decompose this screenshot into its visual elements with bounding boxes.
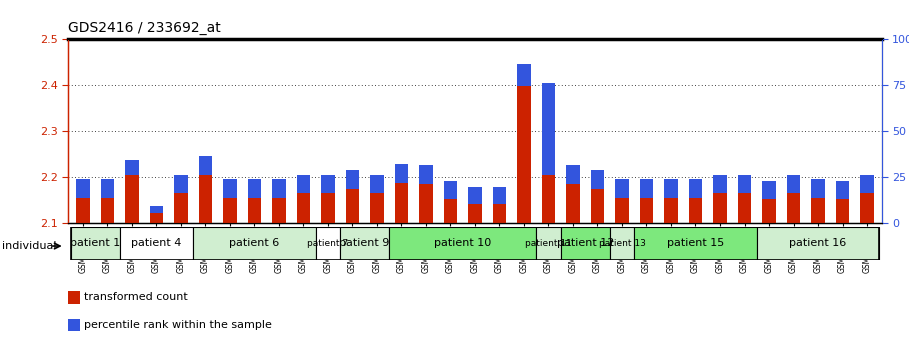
Text: individual: individual	[2, 241, 56, 251]
Text: patient 4: patient 4	[131, 238, 182, 249]
Bar	[150, 206, 163, 213]
Bar	[738, 175, 751, 193]
Text: patient 1: patient 1	[70, 238, 120, 249]
Bar	[738, 193, 751, 223]
Bar	[175, 175, 187, 193]
Bar	[419, 184, 433, 223]
Text: patient 15: patient 15	[667, 238, 724, 249]
Bar	[566, 165, 580, 184]
Bar	[370, 175, 384, 193]
Bar	[444, 199, 457, 223]
Bar	[68, 291, 80, 303]
Bar	[272, 179, 285, 198]
Bar	[689, 198, 703, 223]
Bar	[296, 193, 310, 223]
Bar	[615, 179, 629, 198]
FancyBboxPatch shape	[536, 227, 561, 260]
Bar	[76, 179, 90, 198]
Bar	[345, 188, 359, 223]
Bar	[811, 179, 824, 198]
Text: patient 7: patient 7	[307, 239, 348, 248]
Bar	[811, 198, 824, 223]
FancyBboxPatch shape	[634, 227, 757, 260]
Bar	[321, 175, 335, 193]
Bar	[714, 193, 726, 223]
Bar	[591, 170, 604, 188]
Bar	[615, 198, 629, 223]
FancyBboxPatch shape	[561, 227, 610, 260]
Text: patient 11: patient 11	[525, 239, 572, 248]
Bar	[468, 204, 482, 223]
Bar	[125, 175, 139, 223]
Bar	[444, 181, 457, 199]
Bar	[787, 175, 800, 193]
Text: patient 12: patient 12	[556, 238, 614, 249]
Bar	[199, 156, 212, 175]
Bar	[835, 199, 849, 223]
Bar	[150, 213, 163, 223]
Bar	[321, 193, 335, 223]
Bar	[542, 83, 555, 175]
Bar	[125, 160, 139, 175]
FancyBboxPatch shape	[71, 227, 120, 260]
Bar	[419, 165, 433, 184]
Bar	[68, 319, 80, 331]
Bar	[860, 193, 874, 223]
Bar	[468, 187, 482, 204]
FancyBboxPatch shape	[193, 227, 315, 260]
Bar	[272, 198, 285, 223]
FancyBboxPatch shape	[340, 227, 389, 260]
FancyBboxPatch shape	[389, 227, 536, 260]
Bar	[860, 175, 874, 193]
Bar	[370, 193, 384, 223]
Bar	[296, 175, 310, 193]
Text: GDS2416 / 233692_at: GDS2416 / 233692_at	[68, 21, 221, 35]
Bar	[714, 175, 726, 193]
Bar	[101, 179, 115, 198]
Bar	[199, 175, 212, 223]
Bar	[542, 175, 555, 223]
Bar	[395, 183, 408, 223]
Text: patient 10: patient 10	[435, 238, 492, 249]
Bar	[101, 198, 115, 223]
Bar	[247, 179, 261, 198]
FancyBboxPatch shape	[757, 227, 879, 260]
Text: patient 9: patient 9	[339, 238, 390, 249]
Bar	[566, 184, 580, 223]
Bar	[247, 198, 261, 223]
Bar	[763, 181, 775, 199]
Bar	[224, 179, 236, 198]
Bar	[224, 198, 236, 223]
Bar	[395, 164, 408, 183]
Text: patient 16: patient 16	[789, 238, 846, 249]
Bar	[493, 204, 506, 223]
Bar	[493, 187, 506, 204]
Bar	[345, 170, 359, 188]
Text: patient 6: patient 6	[229, 238, 280, 249]
Bar	[664, 179, 678, 198]
Bar	[689, 179, 703, 198]
Bar	[640, 179, 654, 198]
Text: patient 13: patient 13	[598, 239, 645, 248]
FancyBboxPatch shape	[315, 227, 340, 260]
Bar	[517, 64, 531, 86]
Bar	[591, 188, 604, 223]
Text: transformed count: transformed count	[84, 292, 188, 302]
Bar	[76, 198, 90, 223]
Bar	[517, 86, 531, 223]
Bar	[175, 193, 187, 223]
Text: percentile rank within the sample: percentile rank within the sample	[84, 320, 272, 330]
Bar	[835, 181, 849, 199]
FancyBboxPatch shape	[120, 227, 193, 260]
Bar	[763, 199, 775, 223]
FancyBboxPatch shape	[610, 227, 634, 260]
Bar	[640, 198, 654, 223]
Bar	[664, 198, 678, 223]
Bar	[787, 193, 800, 223]
